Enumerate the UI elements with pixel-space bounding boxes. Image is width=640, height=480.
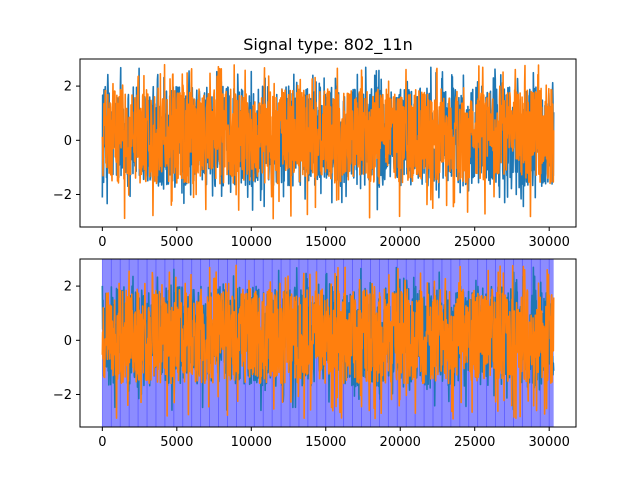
x-tick-label: 15000 — [305, 235, 346, 250]
x-tick-label: 0 — [98, 435, 106, 450]
signal-series-orange — [101, 264, 555, 420]
signal-series-orange — [101, 63, 555, 220]
x-tick-label: 10000 — [231, 235, 272, 250]
x-tick-label: 10000 — [231, 435, 272, 450]
plot-area — [101, 63, 555, 220]
x-tick-label: 20000 — [380, 435, 421, 450]
x-tick-label: 20000 — [380, 235, 421, 250]
x-tick-label: 0 — [98, 235, 106, 250]
x-tick-label: 5000 — [160, 235, 193, 250]
y-tick-label: 2 — [64, 80, 72, 95]
top-panel: 0 5000 10000 15000 20000 25000 30000 −2 0 2 — [53, 58, 577, 250]
y-tick-label: 0 — [64, 134, 72, 149]
x-tick-label: 30000 — [529, 435, 570, 450]
y-tick-label: −2 — [53, 188, 72, 203]
y-tick-label: 0 — [64, 334, 72, 349]
axes-frame — [79, 258, 577, 428]
x-tick-label: 25000 — [454, 435, 495, 450]
axes-frame — [79, 58, 577, 228]
bottom-panel: 0 5000 10000 15000 20000 25000 30000 −2 0 2 — [53, 258, 577, 450]
x-tick-label: 25000 — [454, 235, 495, 250]
plot-area — [101, 259, 555, 427]
x-tick-label: 30000 — [529, 235, 570, 250]
chart-title: Signal type: 802_11n — [243, 35, 413, 55]
x-tick-label: 5000 — [160, 435, 193, 450]
x-tick-label: 15000 — [305, 435, 346, 450]
y-tick-label: −2 — [53, 388, 72, 403]
y-tick-label: 2 — [64, 280, 72, 295]
